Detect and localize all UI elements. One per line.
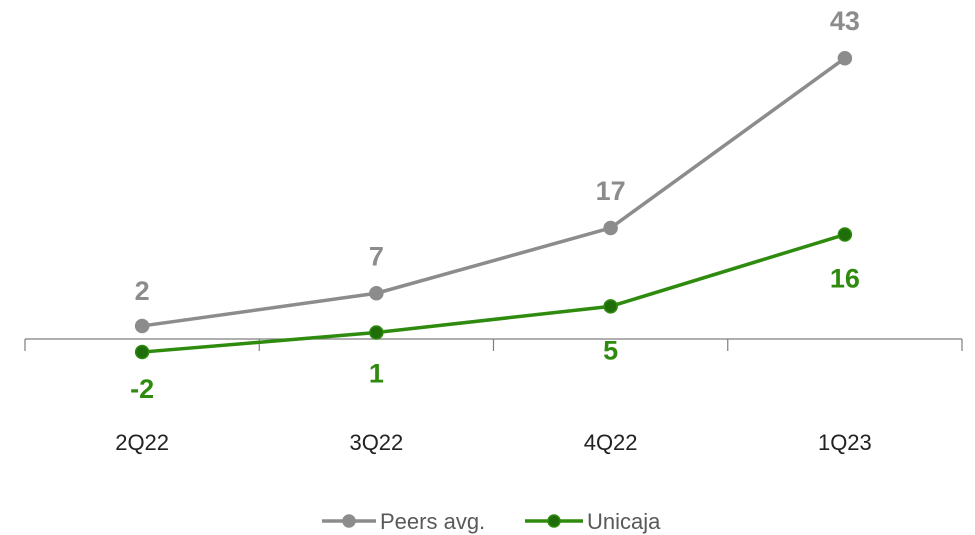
legend-item-unicaja: Unicaja	[525, 509, 661, 534]
legend-marker	[547, 514, 561, 528]
data-label-unicaja: 1	[369, 358, 384, 388]
series-point-unicaja	[837, 227, 853, 242]
series-line-peers-avg	[140, 56, 847, 328]
series-point-unicaja	[603, 299, 618, 314]
legend-label: Unicaja	[587, 509, 661, 534]
series-point-peers-avg	[837, 50, 853, 66]
series-line-unicaja	[140, 232, 847, 354]
series-point-unicaja	[369, 325, 384, 340]
legend-item-peers-avg: Peers avg.	[322, 509, 485, 534]
data-label-peers-avg: 17	[596, 176, 626, 206]
series-point-peers-avg	[603, 220, 618, 236]
data-label-peers-avg: 43	[830, 6, 860, 36]
x-axis: 2Q22 3Q22 4Q22 1Q23	[24, 338, 963, 455]
data-label-unicaja: 16	[830, 264, 860, 294]
x-tick-label: 4Q22	[584, 430, 638, 455]
data-label-peers-avg: 2	[135, 276, 150, 306]
data-label-unicaja: -2	[130, 374, 154, 404]
series-point-peers-avg	[134, 318, 150, 334]
legend-label: Peers avg.	[380, 509, 485, 534]
x-tick-label: 3Q22	[349, 430, 403, 455]
x-tick-label: 2Q22	[115, 430, 169, 455]
x-tick-label: 1Q23	[818, 430, 872, 455]
data-label-unicaja: 5	[603, 335, 618, 365]
series-layer	[134, 50, 853, 360]
data-label-peers-avg: 7	[369, 241, 384, 271]
legend-marker	[342, 514, 356, 528]
series-point-unicaja	[134, 344, 150, 360]
legend: Peers avg. Unicaja	[322, 509, 661, 534]
series-point-peers-avg	[369, 286, 384, 301]
data-label-layer: 2 7 17 43 -2 1 5 16	[130, 6, 860, 404]
